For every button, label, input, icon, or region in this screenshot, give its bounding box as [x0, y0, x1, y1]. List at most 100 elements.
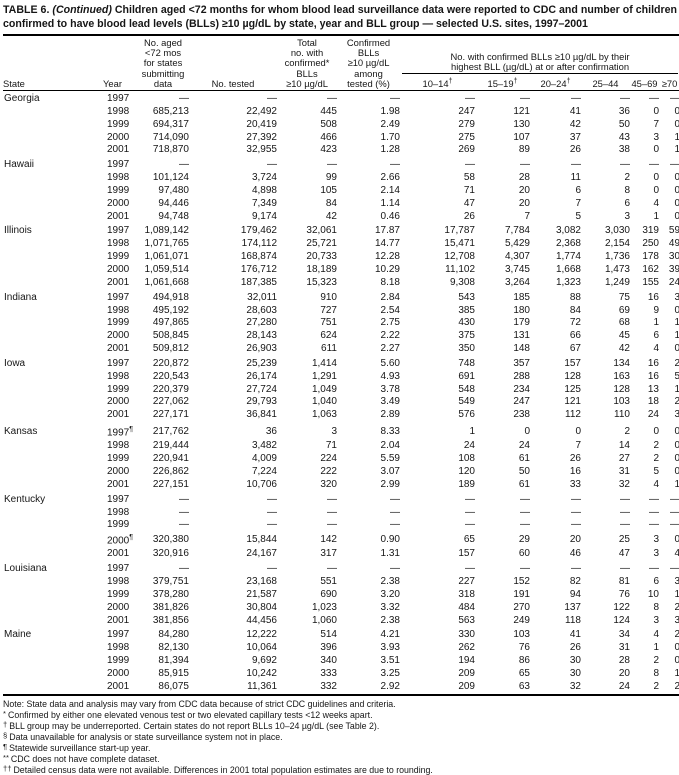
- cell-bll-25-44: 69: [618, 304, 630, 316]
- cell-tested: 7,349: [251, 197, 277, 209]
- cell-tested: 168,874: [240, 251, 277, 263]
- cell-bll-10-14: 247: [458, 105, 475, 117]
- cell-bll-45-69: 155: [642, 276, 659, 288]
- cell-tested: 22,492: [246, 105, 277, 117]
- column-header-state: State: [3, 77, 25, 89]
- cell-bll-20-24: 7: [575, 197, 581, 209]
- table-row: 1998 101,124 3,724 99 2.66 58 28 11 2 0 …: [3, 172, 679, 185]
- cell-bll-70: —: [659, 91, 679, 106]
- cell-population: 320,380: [152, 533, 189, 545]
- cell-bll-45-69: 3: [653, 548, 659, 560]
- cell-state: [3, 615, 103, 628]
- footnote-line: † BLL group may be underreported. Certain…: [3, 719, 677, 732]
- cell-bll-10-14: 375: [458, 330, 475, 342]
- cell-bll-45-69: 4: [653, 197, 659, 209]
- cell-state: [3, 453, 103, 466]
- cell-bll-10-14: 209: [458, 667, 475, 679]
- cell-confirmed: —: [327, 519, 337, 531]
- table-title: TABLE 6. (Continued) Children aged <72 m…: [3, 4, 677, 31]
- cell-bll-45-69: 16: [647, 291, 659, 303]
- cell-bll-70: 30: [668, 251, 679, 263]
- cell-bll-45-69: 0: [653, 425, 659, 437]
- cell-population: 220,543: [152, 370, 189, 382]
- cell-tested: 187,385: [240, 276, 277, 288]
- footnote-note: Note: State data and analysis may vary f…: [3, 698, 396, 709]
- cell-bll-20-24: 157: [564, 357, 581, 369]
- cell-bll-25-44: 124: [613, 614, 630, 626]
- cell-year: 1998: [107, 440, 130, 452]
- footnote-marker: †: [3, 719, 8, 729]
- cell-state: [3, 330, 103, 343]
- cell-confirmed: 71: [325, 440, 337, 452]
- cell-bll-20-24: —: [571, 563, 581, 575]
- cell-tested: 176,712: [240, 263, 277, 275]
- cell-bll-70: 0: [674, 533, 679, 545]
- cell-state: [3, 251, 103, 264]
- cell-bll-15-19: 148: [513, 343, 530, 355]
- footnote-text: Statewide surveillance start-up year.: [9, 743, 151, 754]
- cell-state: [3, 507, 103, 520]
- cell-state: Indiana: [4, 291, 37, 303]
- cell-bll-70: 49: [668, 238, 679, 250]
- cell-bll-15-19: 103: [513, 629, 530, 641]
- cell-population: 94,748: [158, 210, 189, 222]
- cell-year: 1997¶: [107, 426, 134, 439]
- column-header-bll-15-19: 15–19†: [487, 77, 518, 89]
- cell-bll-10-14: 549: [458, 396, 475, 408]
- cell-pct: 2.14: [380, 184, 400, 196]
- cell-bll-45-69: 4: [653, 629, 659, 641]
- cell-confirmed: 320: [320, 478, 337, 490]
- table-row: 2000 381,826 30,804 1,023 3.32 484 270 1…: [3, 602, 679, 615]
- cell-bll-25-44: —: [620, 519, 630, 531]
- table-row: 2001 94,748 9,174 42 0.46 26 7 5 3 1 0: [3, 211, 679, 224]
- cell-bll-45-69: 16: [647, 357, 659, 369]
- cell-bll-45-69: 4: [653, 343, 659, 355]
- cell-state: [3, 519, 103, 532]
- cell-pct: 8.33: [380, 425, 400, 437]
- cell-population: 220,872: [152, 357, 189, 369]
- cell-pct: 1.31: [380, 548, 400, 560]
- cell-tested: 44,456: [246, 614, 277, 626]
- cell-bll-10-14: 108: [458, 453, 475, 465]
- cell-tested: 28,603: [246, 304, 277, 316]
- cell-bll-25-44: —: [620, 93, 630, 105]
- cell-state: [3, 144, 103, 157]
- table-row: 1999 — — — — — — — — — —: [3, 519, 679, 532]
- footnote-line: § Data unavailable for analysis or state …: [3, 731, 677, 743]
- cell-bll-25-44: 68: [618, 317, 630, 329]
- cell-population: 227,171: [152, 409, 189, 421]
- cell-bll-15-19: 185: [513, 291, 530, 303]
- cell-tested: —: [267, 493, 277, 505]
- cell-state: [3, 238, 103, 251]
- cell-bll-45-69: —: [649, 493, 659, 505]
- cell-tested: 28,143: [246, 330, 277, 342]
- cell-tested: 10,706: [246, 478, 277, 490]
- cell-bll-10-14: 576: [458, 409, 475, 421]
- cell-pct: 1.70: [380, 131, 400, 143]
- cell-state: [3, 479, 103, 492]
- cell-bll-10-14: 15,471: [444, 238, 475, 250]
- cell-bll-15-19: 249: [513, 614, 530, 626]
- table-row: Indiana 1997 494,918 32,011 910 2.84 543…: [3, 290, 679, 305]
- cell-population: 1,061,668: [144, 276, 190, 288]
- cell-pct: 1.14: [380, 197, 400, 209]
- cell-tested: 12,222: [246, 629, 277, 641]
- cell-state: Kansas: [4, 425, 38, 437]
- cell-tested: 10,064: [246, 642, 277, 654]
- cell-bll-10-14: 12,708: [444, 251, 475, 263]
- footnote-line: * Confirmed by either one elevated venous…: [3, 709, 677, 721]
- cell-bll-25-44: 45: [618, 330, 630, 342]
- cell-tested: 29,793: [246, 396, 277, 408]
- column-group-header: No. with confirmed BLLs ≥10 µg/dL by the…: [400, 35, 679, 75]
- cell-confirmed: 332: [320, 680, 337, 692]
- cell-bll-25-44: 81: [618, 576, 630, 588]
- cell-bll-25-44: —: [620, 563, 630, 575]
- cell-bll-15-19: 238: [513, 409, 530, 421]
- cell-bll-10-14: 262: [458, 642, 475, 654]
- cell-bll-45-69: —: [649, 93, 659, 105]
- cell-bll-15-19: —: [520, 506, 530, 518]
- table-row: 1999 694,317 20,419 508 2.49 279 130 42 …: [3, 119, 679, 132]
- cell-bll-45-69: 178: [642, 251, 659, 263]
- column-header-tested: No. tested: [211, 77, 255, 89]
- cell-bll-10-14: 279: [458, 118, 475, 130]
